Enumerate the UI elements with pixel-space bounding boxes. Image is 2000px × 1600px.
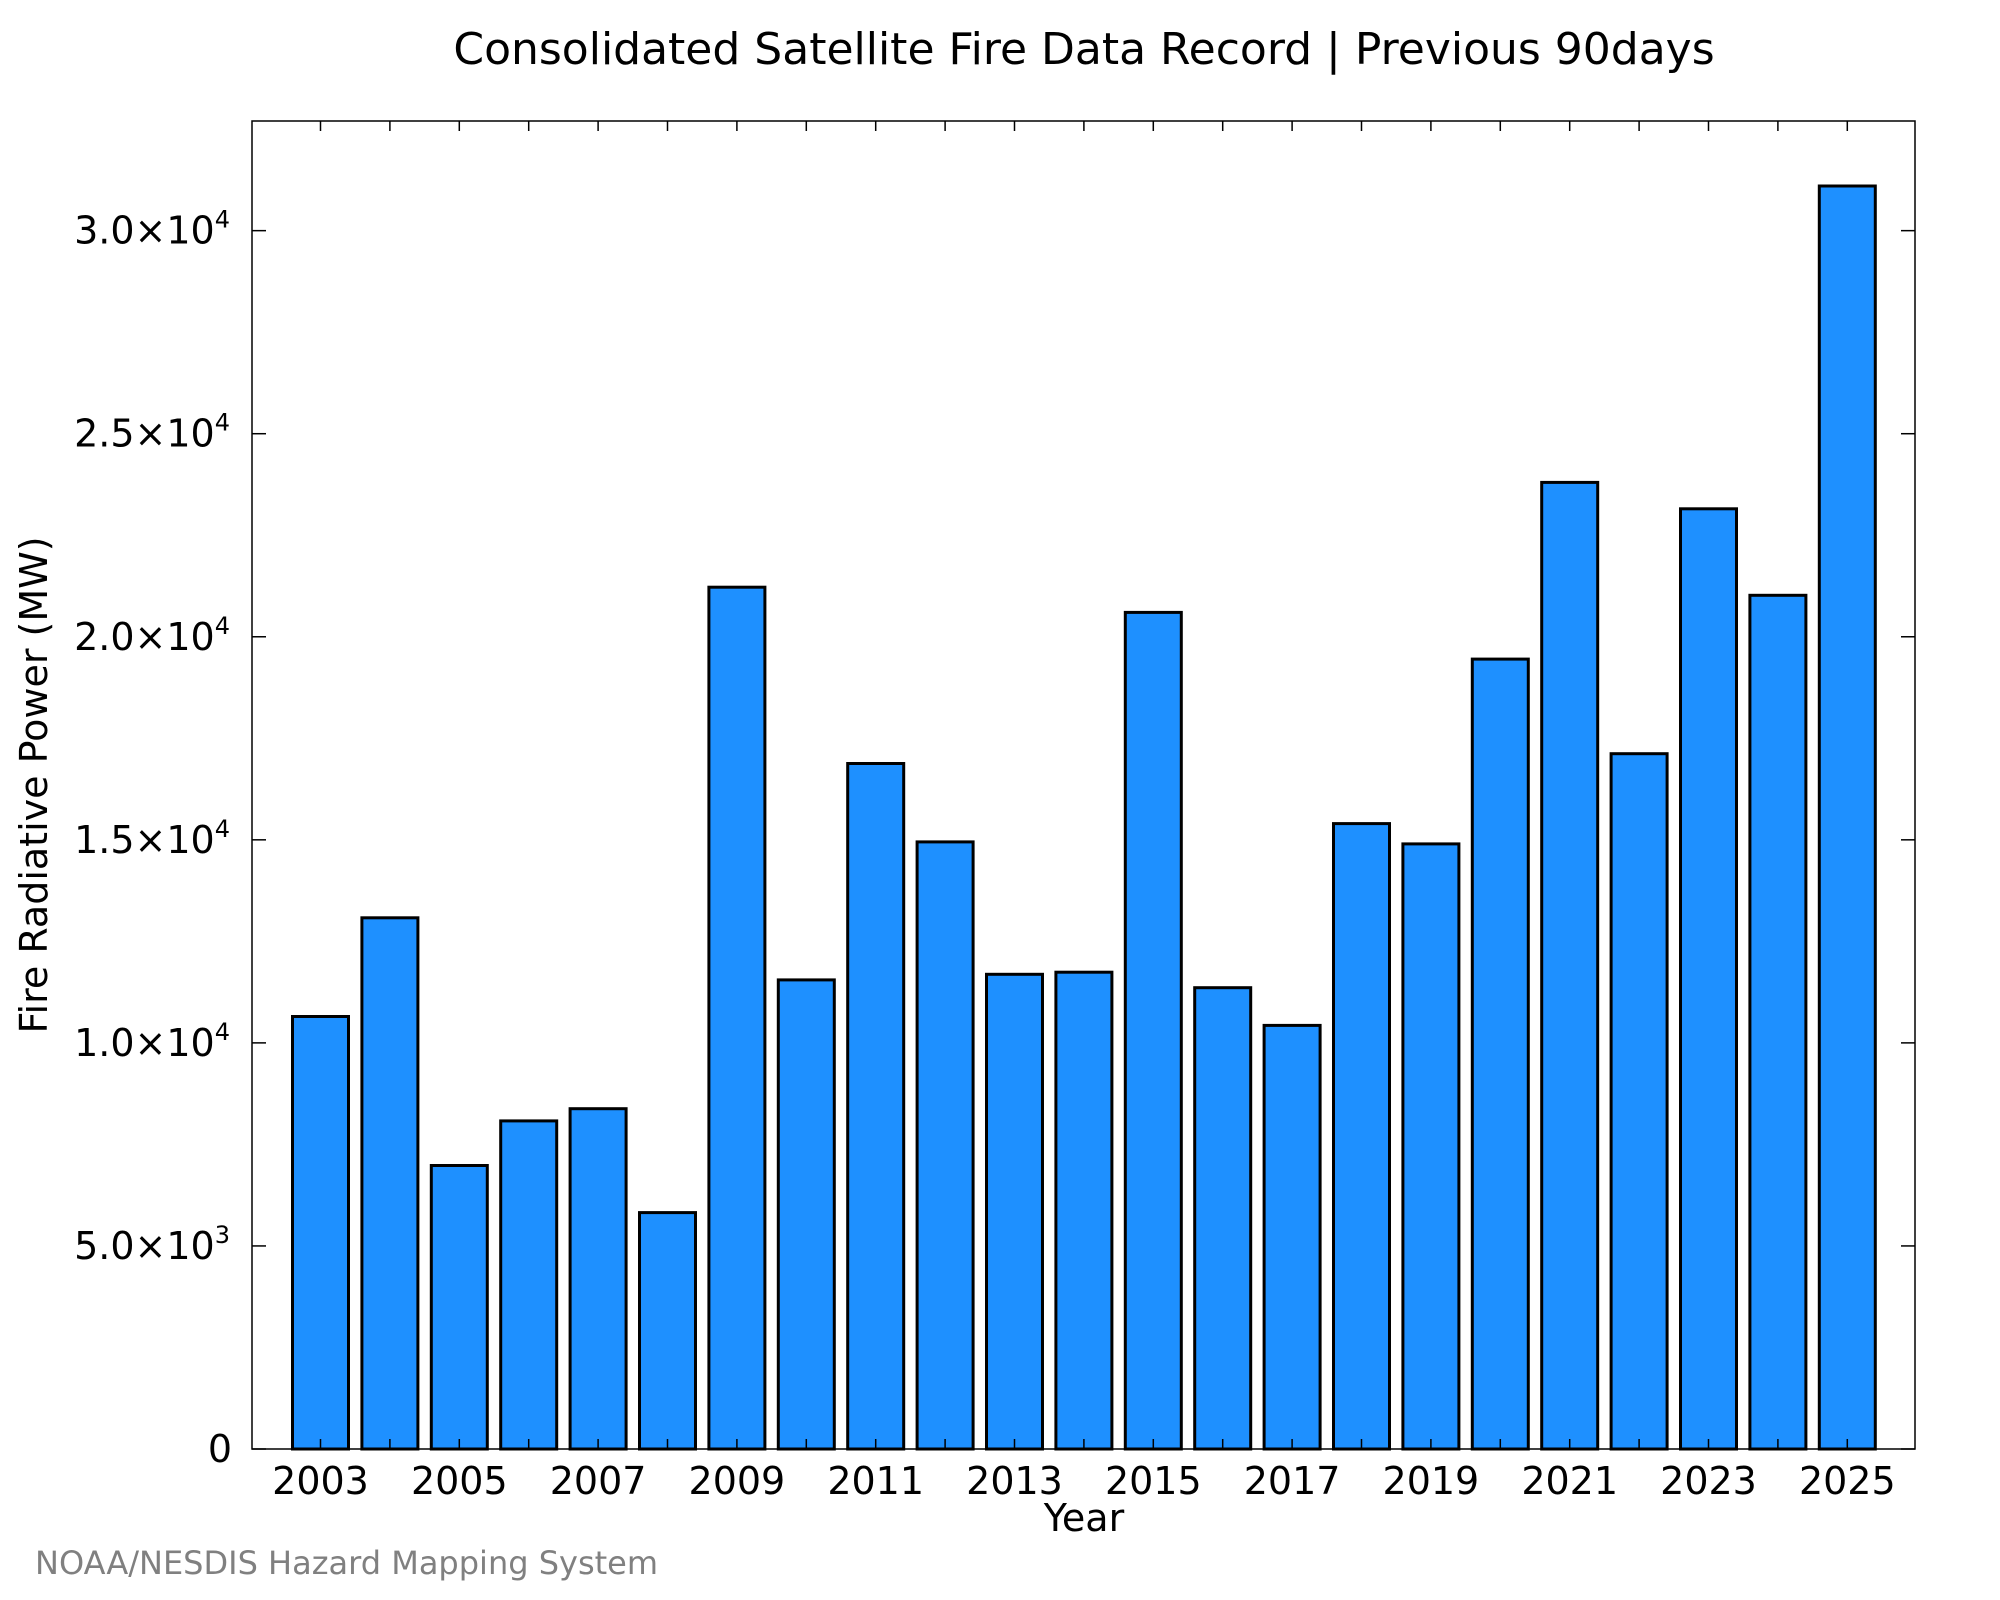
y-tick-mantissa: 3.0×10 bbox=[74, 209, 215, 253]
x-tick-labels: 2003 2005 2007 2009 2011 2013 2015 2017 2019 2021… bbox=[272, 1459, 1896, 1503]
bar-2011 bbox=[846, 762, 906, 1451]
bar-2016 bbox=[1193, 986, 1253, 1451]
bar-2007 bbox=[568, 1107, 628, 1451]
y-tick-label: 2.5×104 bbox=[74, 409, 230, 456]
x-tick-label: 2021 bbox=[1521, 1459, 1618, 1503]
bar-2020 bbox=[1470, 657, 1530, 1451]
y-tick-exponent: 4 bbox=[215, 206, 230, 234]
bar-2025 bbox=[1817, 184, 1877, 1451]
x-tick-label: 2011 bbox=[827, 1459, 924, 1503]
y-tick-label: 0 bbox=[208, 1427, 232, 1471]
y-tick-exponent: 4 bbox=[215, 1018, 230, 1046]
x-tick-label: 2009 bbox=[689, 1459, 786, 1503]
y-tick-mantissa: 0 bbox=[208, 1427, 232, 1471]
x-tick-label: 2023 bbox=[1660, 1459, 1757, 1503]
y-tick-label: 1.0×104 bbox=[74, 1018, 230, 1065]
x-tick-label: 2019 bbox=[1383, 1459, 1480, 1503]
x-axis-label: Year bbox=[1043, 1496, 1125, 1540]
x-tick-label: 2017 bbox=[1244, 1459, 1341, 1503]
y-tick-mantissa: 2.5×10 bbox=[74, 412, 215, 456]
bar-2018 bbox=[1332, 822, 1391, 1451]
y-axis-label: Fire Radiative Power (MW) bbox=[12, 536, 56, 1033]
bar-2004 bbox=[360, 916, 420, 1451]
plot-frame bbox=[251, 120, 1916, 1450]
y-tick-label: 3.0×104 bbox=[74, 206, 230, 253]
x-tick-label: 2003 bbox=[272, 1459, 369, 1503]
y-tick-label: 2.0×104 bbox=[74, 612, 230, 659]
y-tick-exponent: 3 bbox=[215, 1221, 230, 1249]
y-tick-exponent: 4 bbox=[215, 612, 230, 640]
chart-title: Consolidated Satellite Fire Data Record … bbox=[453, 24, 1714, 75]
bar-2012 bbox=[915, 840, 975, 1451]
x-tick-label: 2025 bbox=[1799, 1459, 1896, 1503]
bar-2019 bbox=[1401, 842, 1461, 1451]
bar-2009 bbox=[707, 585, 767, 1451]
y-tick-labels: 05.0×1031.0×1041.5×1042.0×1042.5×1043.0×… bbox=[74, 206, 232, 1471]
bar-2013 bbox=[985, 972, 1044, 1451]
bar-2024 bbox=[1748, 593, 1808, 1451]
x-tick-label: 2013 bbox=[966, 1459, 1063, 1503]
y-tick-mantissa: 1.0×10 bbox=[74, 1021, 215, 1065]
y-tick-label: 1.5×104 bbox=[74, 815, 230, 862]
x-tick-label: 2007 bbox=[550, 1459, 647, 1503]
bar-2017 bbox=[1262, 1023, 1322, 1451]
y-tick-mantissa: 5.0×10 bbox=[74, 1224, 215, 1268]
bar-2003 bbox=[291, 1015, 350, 1451]
y-tick-mantissa: 2.0×10 bbox=[74, 615, 215, 659]
bar-2021 bbox=[1540, 480, 1600, 1451]
y-tick-mantissa: 1.5×10 bbox=[74, 818, 215, 862]
y-tick-exponent: 4 bbox=[215, 815, 230, 843]
bar-2006 bbox=[499, 1119, 559, 1451]
x-tick-label: 2015 bbox=[1105, 1459, 1202, 1503]
bar-2015 bbox=[1123, 610, 1183, 1451]
bar-2023 bbox=[1679, 507, 1738, 1451]
bar-2022 bbox=[1609, 752, 1669, 1451]
credit-text: NOAA/NESDIS Hazard Mapping System bbox=[35, 1544, 658, 1582]
bar-2005 bbox=[429, 1164, 489, 1451]
y-tick-exponent: 4 bbox=[215, 409, 230, 437]
y-tick-label: 5.0×103 bbox=[74, 1221, 230, 1268]
bar-series bbox=[291, 184, 1877, 1451]
bar-2010 bbox=[776, 978, 836, 1451]
x-tick-label: 2005 bbox=[411, 1459, 508, 1503]
bar-2014 bbox=[1054, 970, 1114, 1451]
bar-2008 bbox=[638, 1211, 697, 1451]
